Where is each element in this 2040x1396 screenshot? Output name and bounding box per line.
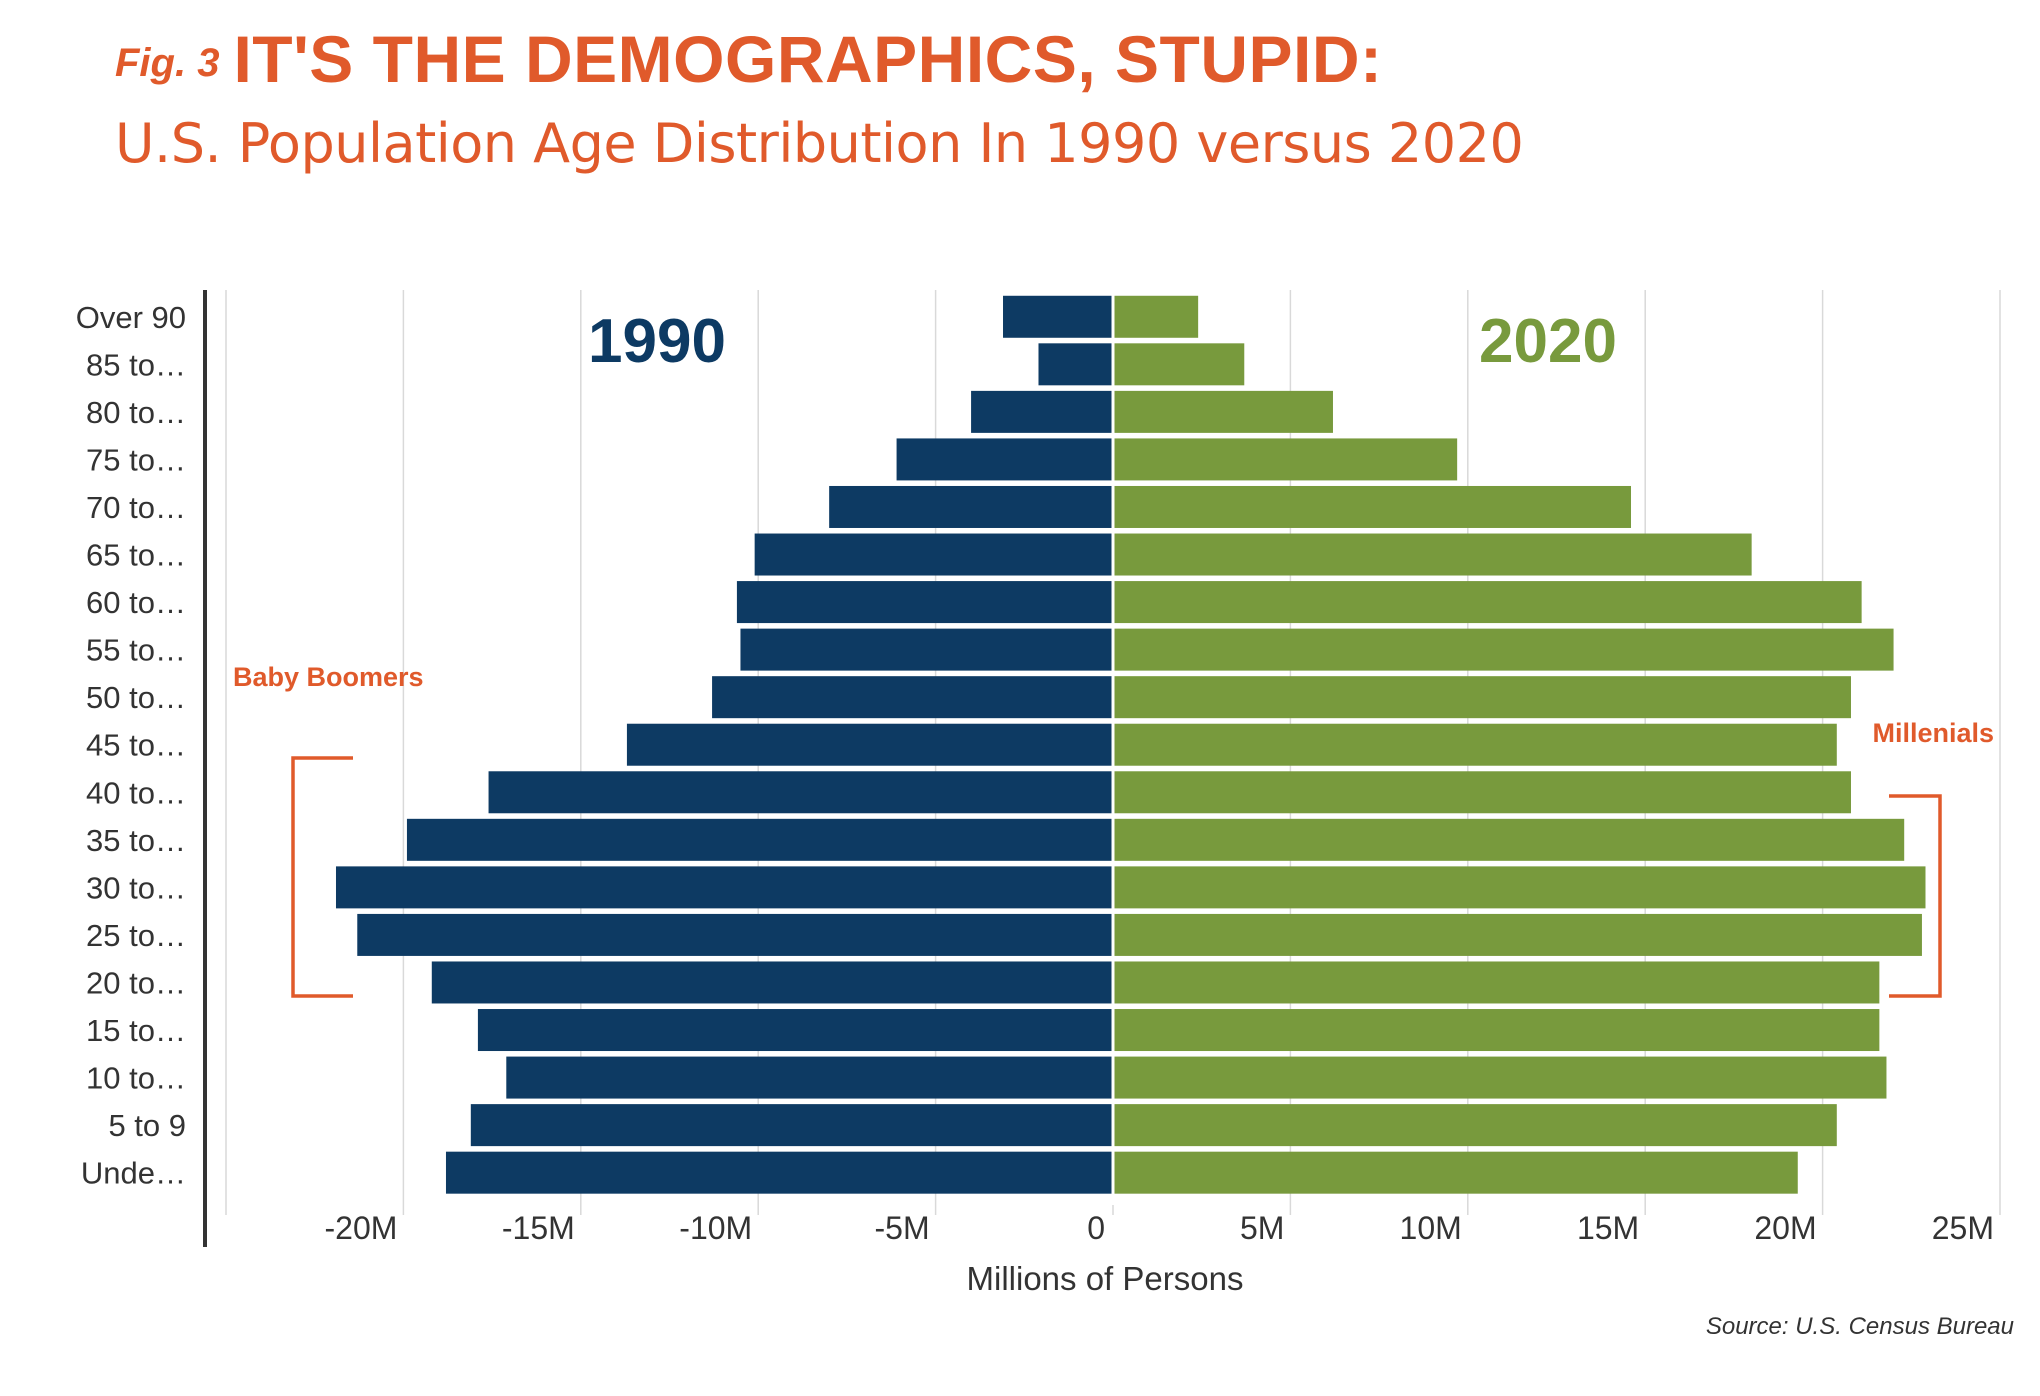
bar-1990 — [712, 676, 1113, 719]
bar-1990 — [971, 390, 1113, 433]
annotation-millenials: Millenials — [1872, 718, 1994, 748]
bar-2020 — [1113, 295, 1199, 338]
x-tick-label: 20M — [1754, 1210, 1816, 1246]
category-label: 60 to… — [86, 585, 186, 620]
category-label: 15 to… — [86, 1013, 186, 1048]
bar-1990 — [829, 485, 1113, 528]
bar-2020 — [1113, 1151, 1798, 1194]
x-tick-label: -5M — [874, 1210, 929, 1246]
bar-1990 — [406, 818, 1113, 861]
bar-2020 — [1113, 961, 1880, 1004]
category-label: 45 to… — [86, 728, 186, 763]
bar-1990 — [506, 1056, 1113, 1099]
bracket-baby-boomers — [291, 756, 353, 998]
category-label: 30 to… — [86, 870, 186, 905]
category-label: Unde… — [81, 1156, 186, 1191]
bar-1990 — [431, 961, 1113, 1004]
bar-2020 — [1113, 390, 1333, 433]
bar-2020 — [1113, 723, 1837, 766]
bar-1990 — [754, 533, 1113, 576]
bar-2020 — [1113, 581, 1862, 624]
bar-1990 — [736, 581, 1113, 624]
x-tick-label: 25M — [1932, 1210, 1994, 1246]
x-tick-label: -20M — [324, 1210, 397, 1246]
source-note: Source: U.S. Census Bureau — [1705, 1313, 2014, 1340]
bar-1990 — [335, 866, 1113, 909]
bar-2020 — [1113, 866, 1926, 909]
x-tick-label: 5M — [1240, 1210, 1284, 1246]
series-label-2020: 2020 — [1479, 307, 1617, 376]
bar-2020 — [1113, 628, 1894, 671]
bar-1990 — [1038, 343, 1113, 386]
category-label: 65 to… — [86, 538, 186, 573]
x-tick-label: 15M — [1577, 1210, 1639, 1246]
labels: Over 90 85 to… 80 to… 75 to… 70 to… 65 to… 60 … — [76, 300, 1994, 1297]
bar-2020 — [1113, 343, 1245, 386]
bar-2020 — [1113, 913, 1922, 956]
annotation-baby-boomers: Baby Boomers — [233, 662, 424, 692]
x-tick-label: 10M — [1400, 1210, 1462, 1246]
chart-title: IT'S THE DEMOGRAPHICS, STUPID: — [233, 22, 1383, 96]
category-label: 55 to… — [86, 633, 186, 668]
bar-1990 — [445, 1151, 1113, 1194]
heading: Fig. 3 IT'S THE DEMOGRAPHICS, STUPID: U.S… — [115, 26, 2015, 175]
category-label: 25 to… — [86, 918, 186, 953]
bar-2020 — [1113, 1056, 1887, 1099]
figure-label: Fig. 3 — [115, 41, 220, 85]
bar-2020 — [1113, 818, 1905, 861]
bar-2020 — [1113, 533, 1752, 576]
bracket-millenials — [1889, 794, 1942, 998]
chart-subtitle: U.S. Population Age Distribution In 1990… — [115, 112, 1524, 175]
bar-2020 — [1113, 676, 1851, 719]
bar-1990 — [1003, 295, 1113, 338]
bar-2020 — [1113, 1104, 1837, 1147]
bar-1990 — [470, 1104, 1113, 1147]
category-label: 50 to… — [86, 680, 186, 715]
x-tick-label: -10M — [679, 1210, 752, 1246]
series-label-1990: 1990 — [588, 307, 726, 376]
bars — [335, 290, 1926, 1205]
category-label: 35 to… — [86, 823, 186, 858]
bar-1990 — [357, 913, 1113, 956]
bar-2020 — [1113, 485, 1632, 528]
category-label: 80 to… — [86, 395, 186, 430]
x-axis-title: Millions of Persons — [967, 1260, 1244, 1297]
x-tick-label: 0 — [1087, 1210, 1105, 1246]
category-label: Over 90 — [76, 300, 186, 335]
category-label: 10 to… — [86, 1061, 186, 1096]
bar-1990 — [626, 723, 1113, 766]
title-line: Fig. 3 IT'S THE DEMOGRAPHICS, STUPID: — [115, 26, 2015, 92]
x-tick-label: -15M — [502, 1210, 575, 1246]
axes — [203, 290, 1942, 1247]
category-label: 20 to… — [86, 965, 186, 1000]
bar-2020 — [1113, 771, 1851, 814]
bar-2020 — [1113, 1009, 1880, 1052]
bar-1990 — [477, 1009, 1114, 1052]
category-label: 5 to 9 — [108, 1108, 186, 1143]
bar-1990 — [896, 438, 1113, 481]
bar-1990 — [740, 628, 1113, 671]
category-label: 70 to… — [86, 490, 186, 525]
bar-2020 — [1113, 438, 1458, 481]
category-label: 40 to… — [86, 775, 186, 810]
bar-1990 — [488, 771, 1113, 814]
category-label: 75 to… — [86, 442, 186, 477]
category-label: 85 to… — [86, 347, 186, 382]
